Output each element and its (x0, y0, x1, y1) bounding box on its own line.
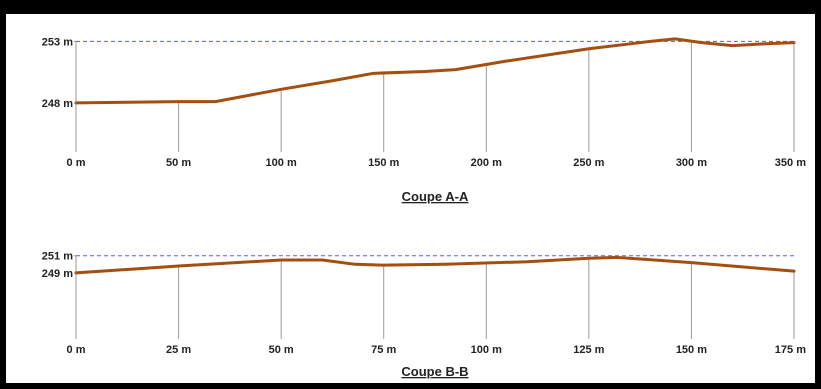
x-tick-label: 150 m (368, 157, 399, 169)
chart-title: Coupe B-B (401, 364, 468, 379)
profile-chart-b: 0 m 25 m 50 m 75 m 100 m 125 m 150 m 175 m 249 m… (42, 251, 806, 379)
x-tick-label: 150 m (676, 344, 707, 356)
y-tick-label: 251 m (42, 251, 73, 263)
x-tick-label: 175 m (775, 344, 806, 356)
x-tick-label: 50 m (166, 157, 191, 169)
x-tick-label: 200 m (471, 157, 502, 169)
chart-title: Coupe A-A (402, 189, 469, 204)
elevation-profiles-svg: 0 m 50 m 100 m 150 m 200 m 250 m 300 m 350 m 248… (42, 36, 806, 379)
chart-frame: 0 m 50 m 100 m 150 m 200 m 250 m 300 m 350 m 248… (6, 14, 815, 383)
x-tick-label: 0 m (67, 157, 86, 169)
x-tick-label: 125 m (573, 344, 604, 356)
x-tick-label: 350 m (775, 157, 806, 169)
x-tick-label: 25 m (166, 344, 191, 356)
x-tick-label: 0 m (67, 344, 86, 356)
y-tick-label: 248 m (42, 98, 73, 110)
y-tick-label: 249 m (42, 268, 73, 280)
y-tick-label: 253 m (42, 36, 73, 48)
x-tick-label: 100 m (471, 344, 502, 356)
elevation-profile-line (74, 37, 796, 105)
profile-chart-a: 0 m 50 m 100 m 150 m 200 m 250 m 300 m 350 m 248… (42, 36, 806, 204)
elevation-profile-line (74, 255, 796, 275)
x-tick-label: 75 m (371, 344, 396, 356)
x-tick-label: 100 m (266, 157, 297, 169)
x-tick-label: 250 m (573, 157, 604, 169)
x-tick-label: 50 m (269, 344, 294, 356)
x-tick-label: 300 m (676, 157, 707, 169)
